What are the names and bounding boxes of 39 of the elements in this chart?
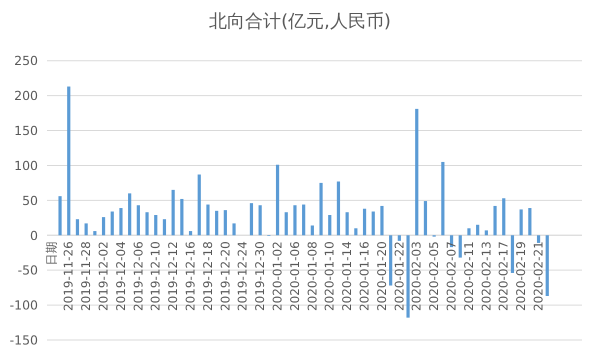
x-tick-label: 2020-02-07 bbox=[444, 241, 459, 312]
x-tick-label: 2019-12-06 bbox=[131, 241, 146, 312]
x-tick-label: 2019-12-20 bbox=[218, 241, 232, 312]
x-tick-label: 2020-01-10 bbox=[322, 241, 337, 312]
y-tick-label: -100 bbox=[10, 298, 38, 313]
x-tick-label: 2019-12-02 bbox=[96, 241, 111, 312]
x-tick-label: 2020-01-20 bbox=[374, 241, 389, 312]
y-tick-label: 200 bbox=[14, 88, 38, 104]
x-tick-label: 2020-02-03 bbox=[410, 241, 424, 312]
x-tick-label: 2020-01-14 bbox=[340, 241, 354, 312]
x-tick-label: 2019-12-18 bbox=[200, 241, 215, 312]
chart-title: 北向合计(亿元,人民币) bbox=[209, 11, 391, 32]
x-tick-label: 2020-02-17 bbox=[496, 241, 511, 312]
x-tick-label: 2019-12-24 bbox=[236, 241, 250, 312]
y-tick-label: -50 bbox=[18, 262, 38, 278]
x-tick-label: 2020-02-13 bbox=[479, 241, 494, 312]
x-tick-label: 2020-01-22 bbox=[392, 241, 406, 312]
y-tick-label: 50 bbox=[22, 192, 38, 208]
x-tick-label: 2020-02-11 bbox=[462, 241, 476, 312]
x-tick-label: 日期 bbox=[44, 241, 58, 266]
x-tick-label: 2020-02-21 bbox=[532, 241, 546, 312]
y-tick-label: -150 bbox=[10, 332, 38, 348]
x-tick-label: 2020-02-19 bbox=[514, 241, 528, 312]
y-tick-label: 150 bbox=[14, 123, 38, 138]
x-tick-label: 2019-11-26 bbox=[62, 241, 76, 312]
x-tick-label: 2020-01-06 bbox=[288, 241, 302, 312]
y-tick-label: 100 bbox=[14, 158, 38, 173]
y-tick-label: 250 bbox=[14, 53, 38, 68]
x-tick-label: 2020-02-05 bbox=[427, 241, 442, 312]
x-tick-label: 2019-12-10 bbox=[148, 241, 163, 312]
x-tick-label: 2019-12-12 bbox=[166, 241, 180, 312]
x-tick-label: 2020-01-16 bbox=[358, 241, 372, 312]
x-tick-label: 2019-12-16 bbox=[184, 241, 198, 312]
x-tick-label: 2019-11-28 bbox=[79, 241, 94, 312]
x-tick-label: 2019-12-04 bbox=[114, 241, 128, 312]
x-tick-label: 2020-01-08 bbox=[305, 241, 320, 312]
x-tick-label: 2020-01-02 bbox=[270, 241, 285, 312]
x-tick-label: 2019-12-30 bbox=[253, 241, 268, 312]
y-tick-label: 0 bbox=[30, 228, 38, 243]
